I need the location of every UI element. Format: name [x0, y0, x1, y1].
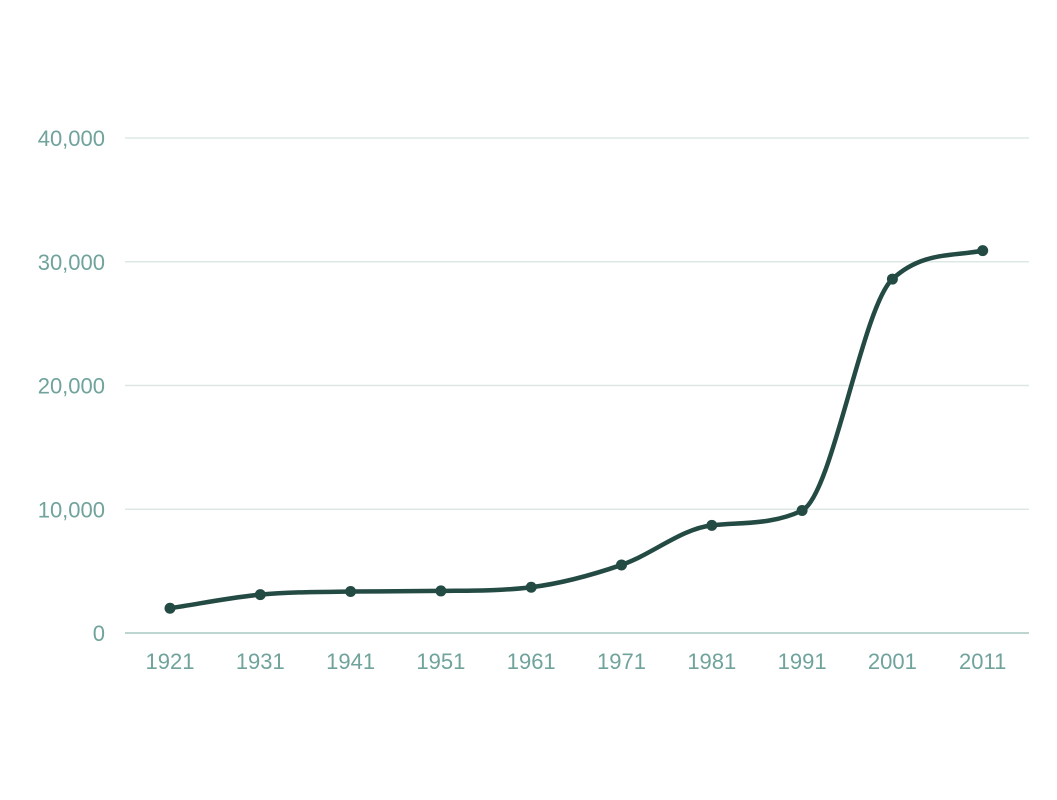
series-line-group: [167, 248, 985, 611]
series-line: [167, 248, 985, 611]
x-tick-label: 1921: [146, 649, 195, 674]
data-markers: [164, 245, 989, 614]
y-tick-label: 30,000: [38, 250, 105, 275]
x-tick-label: 1971: [597, 649, 646, 674]
data-point: [435, 585, 447, 597]
x-tick-label: 1991: [778, 649, 827, 674]
x-tick-label: 1981: [687, 649, 736, 674]
x-tick-label: 1941: [326, 649, 375, 674]
data-point: [886, 273, 898, 285]
x-tick-label: 2011: [959, 649, 1006, 674]
x-tick-label: 1961: [507, 649, 556, 674]
x-axis-tick-labels: 1921 1931 1941 1951 1961 1971 1981 1991 2001 2011: [146, 649, 1007, 674]
data-point: [164, 602, 176, 614]
data-point: [345, 586, 357, 598]
data-point: [796, 504, 808, 516]
data-point: [706, 519, 718, 531]
y-tick-label: 10,000: [38, 497, 105, 522]
x-tick-label: 1951: [416, 649, 465, 674]
data-point: [977, 245, 989, 257]
y-tick-label: 0: [93, 621, 105, 646]
y-tick-label: 40,000: [38, 126, 105, 151]
grid-lines: [125, 137, 1029, 510]
x-tick-label: 2001: [868, 649, 917, 674]
y-axis-tick-labels: 0 10,000 20,000 30,000 40,000: [38, 126, 105, 646]
data-point: [525, 581, 537, 593]
x-tick-label: 1931: [236, 649, 285, 674]
data-point: [616, 559, 627, 571]
data-point: [254, 589, 266, 601]
y-tick-label: 20,000: [38, 374, 105, 399]
